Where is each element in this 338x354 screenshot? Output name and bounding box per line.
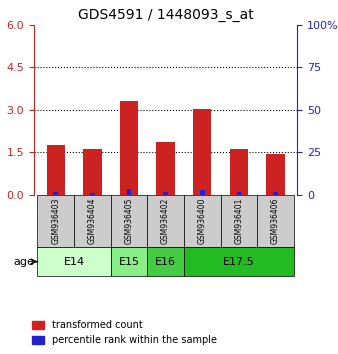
FancyBboxPatch shape	[38, 247, 111, 276]
FancyBboxPatch shape	[74, 195, 111, 247]
Bar	[193, 109, 211, 195]
Bar	[156, 142, 175, 195]
FancyBboxPatch shape	[184, 195, 221, 247]
Bar	[273, 193, 278, 195]
Bar	[83, 149, 101, 195]
Text: E15: E15	[119, 257, 140, 267]
Bar	[237, 192, 241, 195]
FancyBboxPatch shape	[147, 195, 184, 247]
FancyBboxPatch shape	[111, 247, 147, 276]
FancyBboxPatch shape	[221, 195, 257, 247]
FancyBboxPatch shape	[38, 195, 74, 247]
FancyBboxPatch shape	[257, 195, 294, 247]
Bar	[266, 154, 285, 195]
Text: E16: E16	[155, 257, 176, 267]
Bar	[120, 101, 138, 195]
Text: GSM936403: GSM936403	[51, 198, 60, 244]
Legend: transformed count, percentile rank within the sample: transformed count, percentile rank withi…	[28, 316, 221, 349]
Bar	[53, 192, 58, 195]
Text: GSM936406: GSM936406	[271, 198, 280, 244]
Bar	[47, 145, 65, 195]
Title: GDS4591 / 1448093_s_at: GDS4591 / 1448093_s_at	[78, 8, 254, 22]
Text: age: age	[14, 257, 37, 267]
Text: GSM936402: GSM936402	[161, 198, 170, 244]
Bar	[127, 189, 131, 195]
Text: GSM936400: GSM936400	[198, 198, 207, 244]
Text: GSM936405: GSM936405	[124, 198, 134, 244]
Text: GSM936401: GSM936401	[234, 198, 243, 244]
Bar	[90, 193, 95, 195]
Bar	[163, 192, 168, 195]
FancyBboxPatch shape	[111, 195, 147, 247]
Bar	[200, 190, 204, 195]
Text: E14: E14	[64, 257, 84, 267]
FancyBboxPatch shape	[184, 247, 294, 276]
Text: E17.5: E17.5	[223, 257, 255, 267]
Text: GSM936404: GSM936404	[88, 198, 97, 244]
FancyBboxPatch shape	[147, 247, 184, 276]
Bar	[230, 149, 248, 195]
